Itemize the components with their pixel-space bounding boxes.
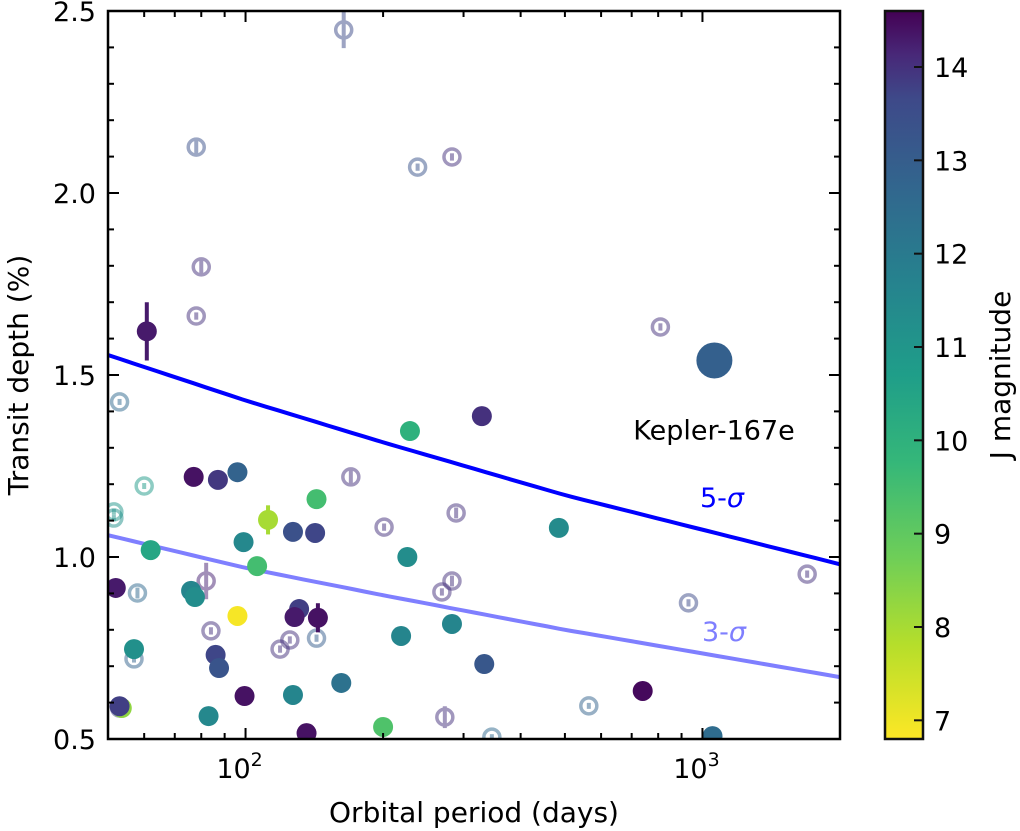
data-point-candidate <box>650 317 671 337</box>
data-point-confirmed <box>258 505 279 535</box>
data-point-confirmed <box>198 706 219 727</box>
data-point-confirmed <box>702 726 723 739</box>
data-point-candidate <box>186 137 206 157</box>
data-point-confirmed <box>282 521 303 542</box>
data-point-candidate <box>797 564 817 584</box>
curve-label-3-sigma: 3-σ <box>702 617 747 648</box>
colorbar-tick-label: 12 <box>934 240 968 271</box>
data-point-confirmed <box>399 421 420 442</box>
data-point-confirmed <box>233 532 254 553</box>
curve-5-sigma <box>108 353 840 567</box>
y-tick-label: 2.0 <box>53 179 96 210</box>
data-point-candidate <box>333 11 354 49</box>
data-point-candidate <box>196 562 216 600</box>
data-point-confirmed <box>140 540 161 561</box>
data-point-confirmed <box>109 696 130 717</box>
colorbar-tick-label: 10 <box>934 426 968 457</box>
colorbar-tick-label: 14 <box>934 53 968 84</box>
data-point-confirmed <box>227 462 248 483</box>
y-tick-label: 1.5 <box>53 361 96 392</box>
data-point-candidate <box>432 582 452 602</box>
data-point-candidate <box>201 621 221 641</box>
data-point-candidate <box>442 571 462 591</box>
plot-area: Kepler-167e 5-σ 3-σ 102 103 0.5 1.0 1.5 2.0 2… <box>53 0 842 785</box>
data-point-confirmed <box>471 406 492 427</box>
data-point-confirmed <box>207 469 228 490</box>
colorbar-gradient <box>883 9 925 741</box>
colorbar: 7 8 9 10 11 12 13 14 J magnitude <box>883 9 1017 741</box>
data-point-confirmed <box>397 547 418 567</box>
data-point-confirmed <box>548 517 569 538</box>
data-point-confirmed <box>296 723 317 739</box>
data-point-confirmed <box>441 613 462 634</box>
data-point-candidate <box>127 583 148 603</box>
data-point-candidate <box>341 467 361 487</box>
data-point-confirmed <box>227 605 248 626</box>
x-tick-label: 103 <box>673 749 719 785</box>
data-point-confirmed <box>306 489 327 510</box>
y-axis-label: Transit depth (%) <box>2 255 35 497</box>
x-tick-label: 102 <box>216 749 262 785</box>
data-point-confirmed <box>307 603 328 633</box>
data-point-confirmed <box>234 686 255 707</box>
colorbar-tick-label: 13 <box>934 146 968 177</box>
data-point-confirmed <box>284 607 305 628</box>
y-tick-label: 0.5 <box>53 725 96 756</box>
data-point-kepler-167e <box>696 342 733 379</box>
data-point-confirmed <box>209 658 230 679</box>
data-point-confirmed <box>184 587 205 608</box>
data-point-confirmed <box>305 522 326 543</box>
data-point-confirmed <box>247 556 268 577</box>
data-point-candidate <box>579 696 599 716</box>
data-point-candidate <box>270 639 290 659</box>
colorbar-label: J magnitude <box>984 291 1017 462</box>
data-point-candidate <box>482 727 502 739</box>
data-point-candidate <box>280 630 300 650</box>
data-point-candidate <box>109 392 130 412</box>
data-point-candidate <box>446 503 466 523</box>
annotation-kepler-167e: Kepler-167e <box>633 416 795 447</box>
data-point-confirmed <box>124 639 145 660</box>
data-point-candidate <box>435 706 455 729</box>
curve-label-5-sigma: 5-σ <box>700 483 745 514</box>
data-point-candidate <box>134 476 154 496</box>
colorbar-tick-label: 7 <box>934 706 951 737</box>
data-point-confirmed <box>474 654 495 675</box>
data-point-candidate <box>374 517 394 537</box>
colorbar-tick-label: 9 <box>934 520 951 551</box>
data-point-confirmed <box>632 680 653 701</box>
data-point-confirmed <box>373 716 394 737</box>
data-point-candidate <box>678 593 699 613</box>
data-point-confirmed <box>183 466 204 487</box>
data-point-confirmed <box>282 684 303 705</box>
x-axis-label: Orbital period (days) <box>329 796 619 829</box>
y-tick-label: 1.0 <box>53 543 96 574</box>
data-point-confirmed <box>136 302 157 361</box>
data-point-candidate <box>186 306 206 326</box>
data-point-candidate <box>442 147 462 167</box>
y-tick-label: 2.5 <box>53 0 96 28</box>
data-point-candidate <box>306 628 327 648</box>
data-point-candidate <box>191 257 212 277</box>
data-point-candidate <box>407 157 428 177</box>
data-point-confirmed <box>391 625 412 646</box>
curve-3-sigma <box>108 533 840 680</box>
data-point-confirmed <box>331 672 352 693</box>
colorbar-tick-label: 11 <box>934 333 968 364</box>
colorbar-tick-label: 8 <box>934 613 951 644</box>
